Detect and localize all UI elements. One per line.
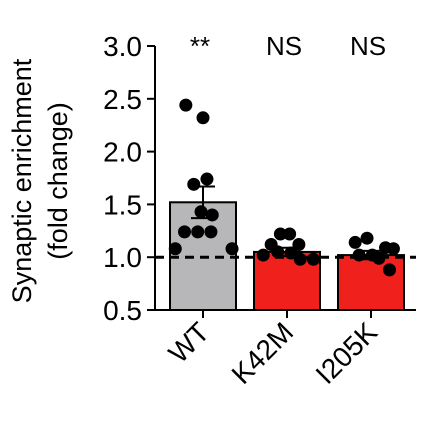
x-tick-label-k42m: K42M <box>226 316 300 390</box>
data-point-wt-5 <box>194 205 208 219</box>
y-tick-label: 1.5 <box>103 189 142 220</box>
data-point-wt-1 <box>179 98 193 112</box>
y-tick-label: 3.0 <box>103 31 142 62</box>
x-tick-label-i205k: I205K <box>310 316 384 390</box>
data-point-wt-6 <box>205 208 219 222</box>
data-point-k42m-2 <box>273 227 287 241</box>
data-point-k42m-3 <box>283 227 297 241</box>
data-point-k42m-6 <box>271 245 285 259</box>
y-tick-label: 2.0 <box>103 137 142 168</box>
data-point-wt-11 <box>225 242 239 256</box>
x-tick-label-wt: WT <box>163 316 216 369</box>
data-point-i205k-7 <box>372 251 386 265</box>
data-point-i205k-1 <box>348 235 362 249</box>
y-tick-label: 1.0 <box>103 242 142 273</box>
data-point-k42m-7 <box>284 246 298 260</box>
data-point-wt-4 <box>187 177 201 191</box>
data-point-i205k-4 <box>386 242 400 256</box>
significance-label-wt: ** <box>190 31 210 61</box>
data-point-wt-10 <box>168 242 182 256</box>
significance-label-k42m: NS <box>266 31 302 61</box>
data-point-i205k-5 <box>352 248 366 262</box>
y-axis-label-line1: Synaptic enrichment <box>7 58 37 303</box>
data-point-k42m-4 <box>292 238 306 252</box>
data-point-wt-9 <box>204 225 218 239</box>
bar-i205k <box>337 254 405 311</box>
y-axis-label-line2: (fold change) <box>43 102 73 260</box>
data-point-wt-7 <box>178 225 192 239</box>
data-point-wt-8 <box>191 225 205 239</box>
plot-area: 0.5 1.0 1.5 2.0 2.5 3.0 WT ** K42M NS I205K NS <box>103 31 416 390</box>
y-tick-label: 0.5 <box>103 295 142 326</box>
significance-label-i205k: NS <box>350 31 386 61</box>
data-point-i205k-2 <box>360 231 374 245</box>
data-point-k42m-8 <box>293 252 307 266</box>
data-point-wt-2 <box>196 111 210 125</box>
data-point-k42m-9 <box>306 252 320 266</box>
data-point-i205k-8 <box>382 263 396 277</box>
data-point-wt-3 <box>200 172 214 186</box>
data-point-k42m-5 <box>256 248 270 262</box>
y-tick-label: 2.5 <box>103 84 142 115</box>
